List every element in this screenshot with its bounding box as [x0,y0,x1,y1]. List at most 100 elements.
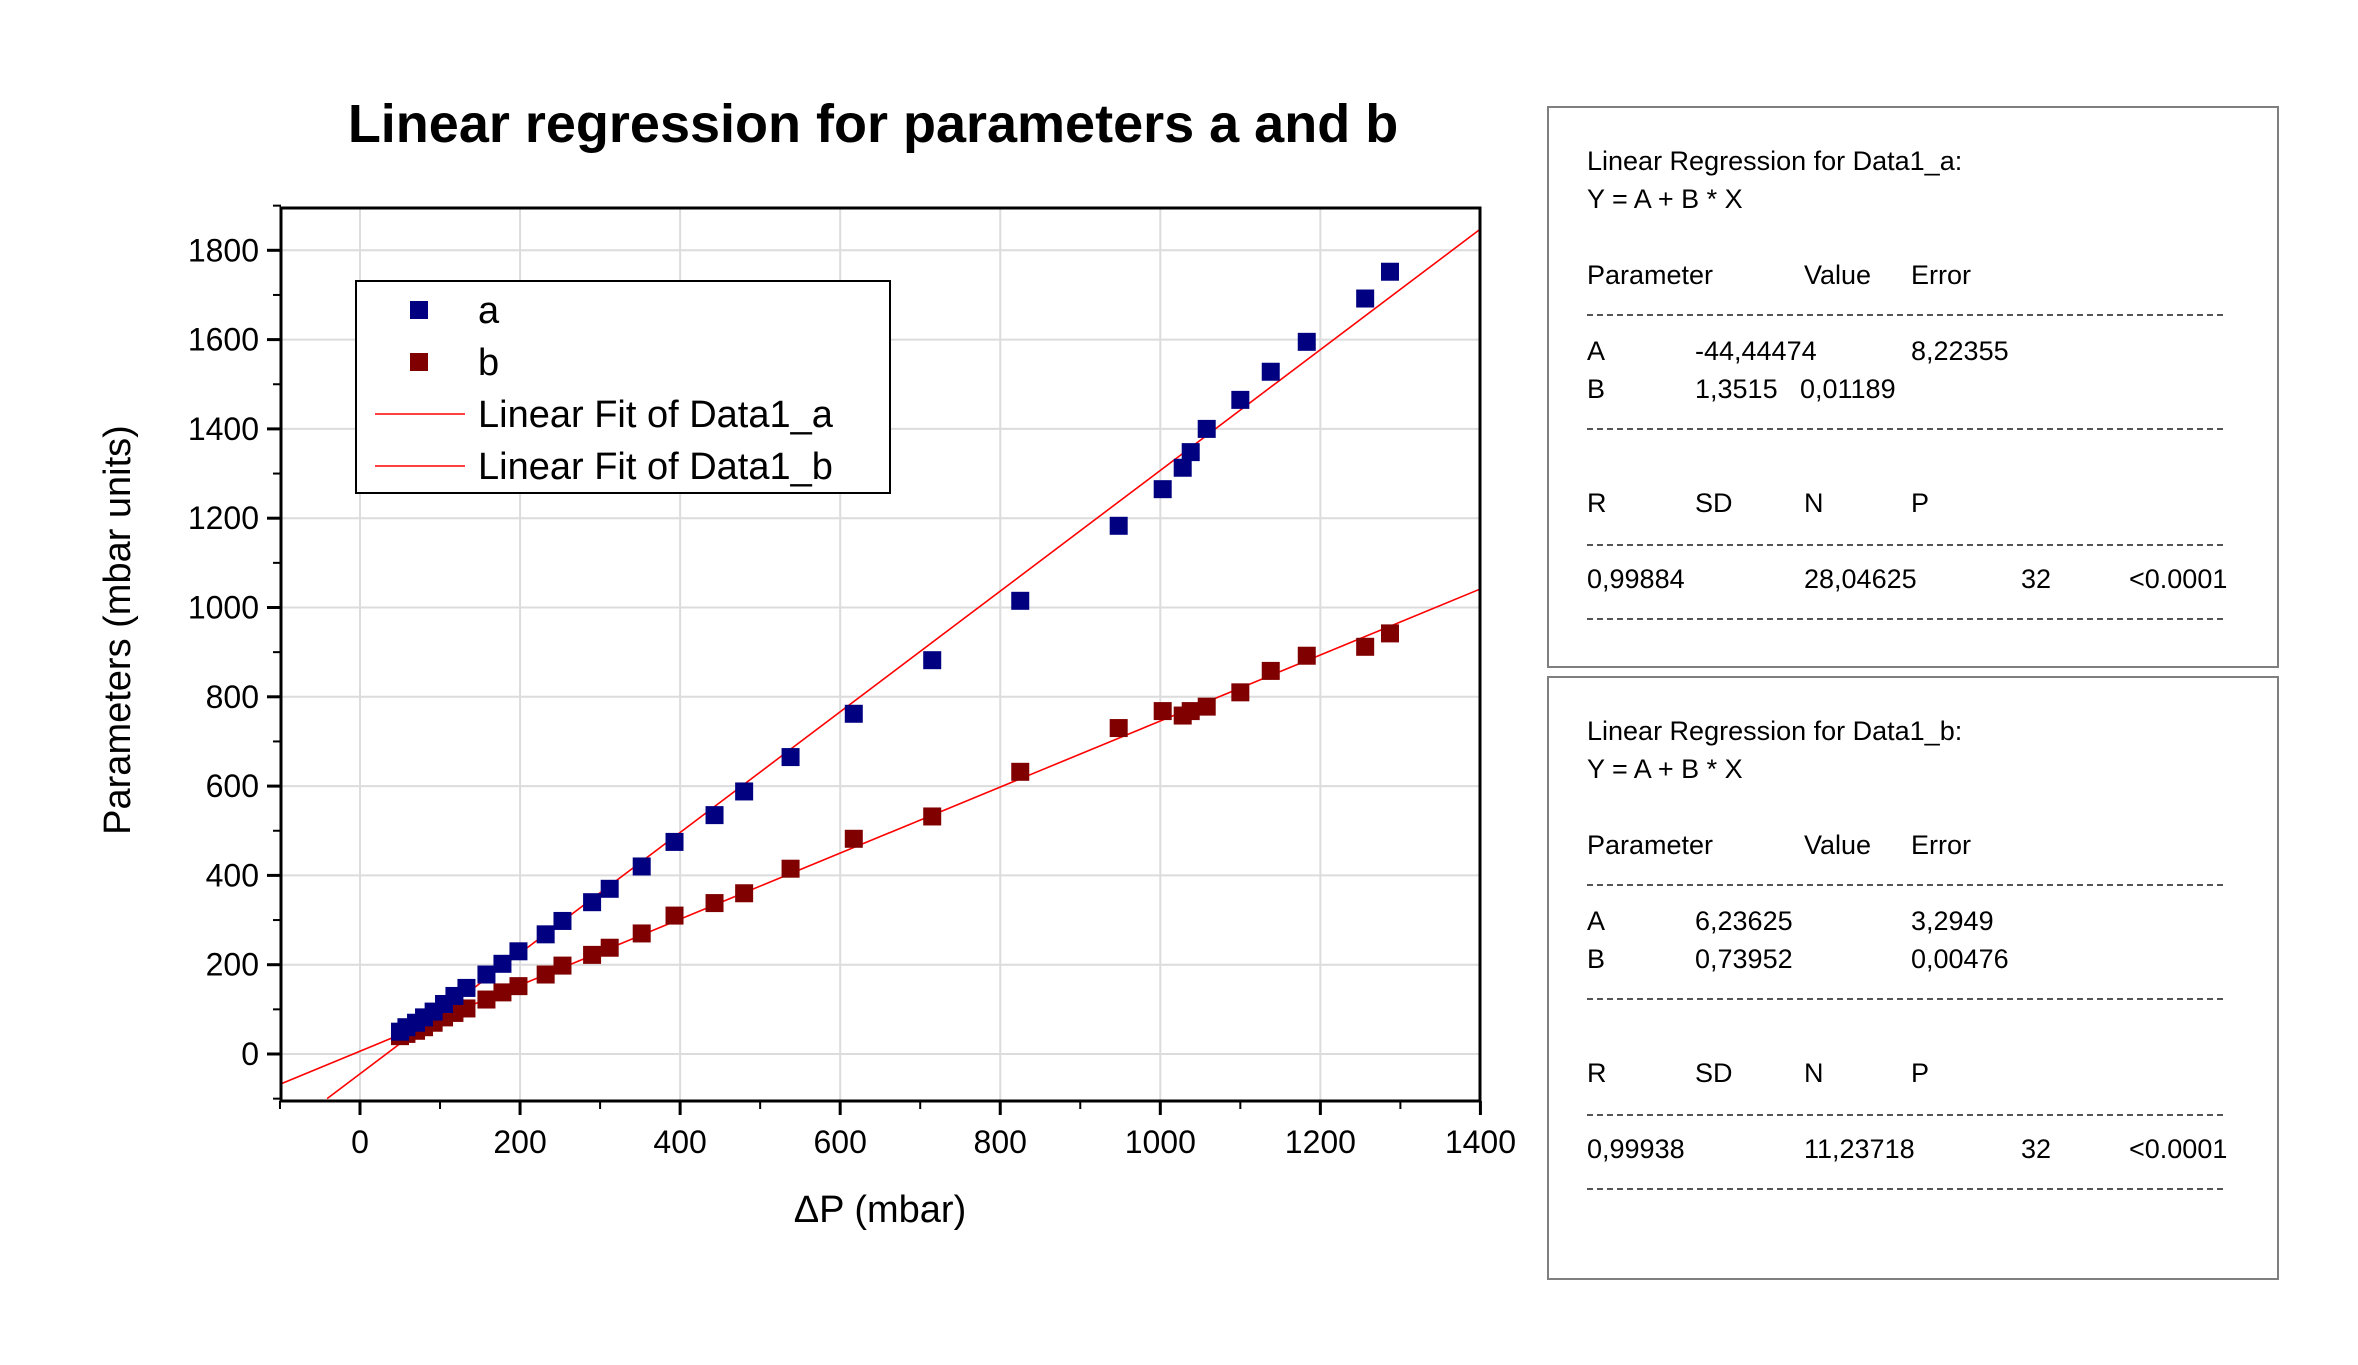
separator-line [1587,544,2223,546]
data-point-b [1381,624,1399,642]
stats-header: SD [1695,488,1733,519]
data-point-b [633,924,651,942]
legend-label: Linear Fit of Data1_a [478,394,834,436]
data-point-a [1174,459,1192,477]
data-point-b [1110,719,1128,737]
data-point-a [1298,333,1316,351]
x-tick-label: 600 [813,1124,866,1160]
stats-header: N [1804,1058,1824,1089]
y-tick-label: 1400 [188,411,259,447]
stats-header: R [1587,1058,1607,1089]
legend: ab Linear Fit of Data1_a Linear Fit of Dat… [356,281,890,493]
separator-line [1587,1114,2223,1116]
column-header: Error [1911,260,1971,291]
row-label: B [1587,374,1605,405]
panel-title: Linear Regression for Data1_a: [1587,146,1962,177]
regression-panel-b: Linear Regression for Data1_b: Y = A + B … [1547,676,2279,1280]
data-point-b [1262,662,1280,680]
data-point-b [845,830,863,848]
separator-line [1587,428,2223,430]
data-point-a [633,857,651,875]
data-point-a [601,880,619,898]
stat-n: 32 [2021,564,2051,595]
stat-p: <0.0001 [2129,1134,2227,1165]
y-axis-label: Parameters (mbar units) [97,425,139,835]
x-tick-label: 400 [653,1124,706,1160]
row-error: 8,22355 [1911,336,2009,367]
y-tick-label: 1800 [188,232,259,268]
data-point-a [509,942,527,960]
x-tick-label: 200 [493,1124,546,1160]
panel-title: Linear Regression for Data1_b: [1587,716,1962,747]
x-axis-label: ΔP (mbar) [794,1189,966,1231]
data-point-a [1356,290,1374,308]
data-point-a [537,925,555,943]
y-tick-label: 0 [241,1036,259,1072]
regression-panel-a: Linear Regression for Data1_a: Y = A + B … [1547,106,2279,668]
separator-line [1587,314,2223,316]
separator-line [1587,618,2223,620]
data-point-a [923,651,941,669]
x-tick-label: 800 [974,1124,1027,1160]
row-value: 0,73952 [1695,944,1793,975]
data-point-a [1381,263,1399,281]
data-point-b [493,983,511,1001]
y-tick-label: 800 [206,679,259,715]
stats-header: R [1587,488,1607,519]
row-value: -44,44474 [1695,336,1817,367]
y-tick-label: 400 [206,857,259,893]
y-tick-label: 1000 [188,590,259,626]
row-label: A [1587,906,1605,937]
x-tick-label: 1000 [1125,1124,1196,1160]
data-point-a [666,833,684,851]
data-point-a [1011,592,1029,610]
y-tick-label: 1600 [188,322,259,358]
column-header: Parameter [1587,260,1713,291]
x-tick-label: 1400 [1445,1124,1516,1160]
y-tick-label: 600 [206,768,259,804]
legend-marker-b [410,353,428,371]
data-point-a [1198,420,1216,438]
y-tick-label: 1200 [188,500,259,536]
legend-label: Linear Fit of Data1_b [478,446,833,488]
data-point-b [1298,647,1316,665]
data-point-b [735,884,753,902]
stats-header: P [1911,488,1929,519]
data-point-a [782,748,800,766]
y-tick-label: 200 [206,947,259,983]
x-tick-label: 1200 [1285,1124,1356,1160]
data-point-b [782,860,800,878]
data-point-b [1154,702,1172,720]
row-error: 3,2949 [1911,906,1994,937]
data-point-a [583,893,601,911]
stats-header: SD [1695,1058,1733,1089]
data-point-b [509,977,527,995]
data-point-a [1110,517,1128,535]
separator-line [1587,998,2223,1000]
column-header: Parameter [1587,830,1713,861]
stat-r: 0,99938 [1587,1134,1685,1165]
chart-title: Linear regression for parameters a and b [348,94,1398,154]
row-label: A [1587,336,1605,367]
data-point-b [553,957,571,975]
x-tick-label: 0 [351,1124,369,1160]
separator-line [1587,1188,2223,1190]
separator-line [1587,884,2223,886]
legend-label: a [478,290,500,332]
row-value: 1,3515 [1695,374,1778,405]
legend-label: b [478,342,499,384]
data-point-a [845,705,863,723]
data-point-a [706,806,724,824]
data-point-b [1356,638,1374,656]
data-point-a [1154,480,1172,498]
column-header: Value [1804,830,1871,861]
data-point-b [583,946,601,964]
legend-marker-a [410,301,428,319]
stats-header: N [1804,488,1824,519]
stat-p: <0.0001 [2129,564,2227,595]
data-point-a [735,782,753,800]
data-point-b [666,907,684,925]
stat-n: 32 [2021,1134,2051,1165]
data-point-a [1231,391,1249,409]
row-error: 0,01189 [1800,374,1896,405]
